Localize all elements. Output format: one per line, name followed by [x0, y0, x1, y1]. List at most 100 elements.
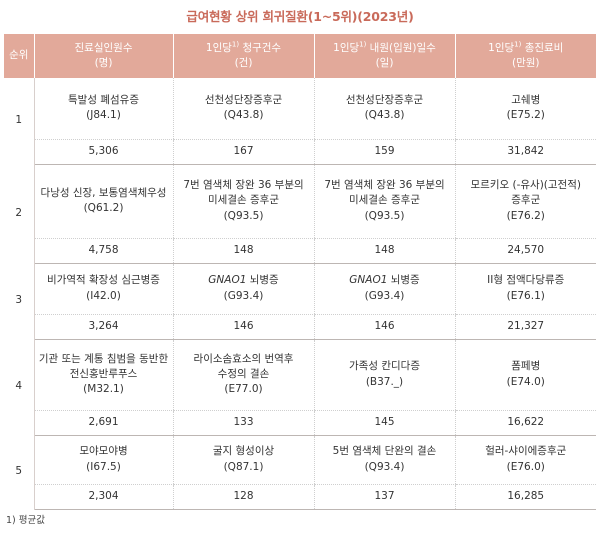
disease-cell: GNAO1 뇌병증 (G93.4) — [172, 263, 314, 315]
disease-name: 고쉐병 — [511, 94, 541, 107]
rank-2-value-row: 4,758 148 148 24,570 — [4, 238, 596, 264]
header-patients-line1: 진료실인원수 — [74, 41, 133, 54]
header-patients-line2: (명) — [94, 57, 113, 69]
disease-name-line1: 라이소솜효소의 번역후 — [193, 352, 294, 365]
header-rank: 순위 — [4, 34, 34, 78]
header-claims-footnote-mark: 1) — [231, 40, 240, 49]
disease-name-line2: 전신홍반루푸스 — [69, 367, 138, 380]
disease-cell: 헐러-샤이에증후군 (E76.0) — [454, 435, 596, 485]
header-cost-footnote-mark: 1) — [514, 40, 522, 49]
rank-1-value-row: 5,306 167 159 31,842 — [4, 139, 596, 165]
header-patients: 진료실인원수 (명) — [33, 34, 173, 78]
disease-cell: 비가역적 확장성 심근병증 (I42.0) — [34, 263, 173, 315]
rank-1-name-row: 1 특발성 폐섬유증 (J84.1) 선천성단장증후군 (Q43.8) 선천성단… — [4, 78, 596, 164]
value-cell: 2,304 — [34, 484, 173, 510]
value-cell: 128 — [172, 484, 314, 510]
disease-cell: 굴지 형성이상 (Q87.1) — [172, 435, 314, 485]
disease-code: (E74.0) — [506, 375, 545, 388]
disease-code: (Q43.8) — [364, 109, 405, 122]
disease-cell: 특발성 폐섬유증 (J84.1) — [34, 78, 173, 140]
header-days-line1: 1인당1) 내원(입원)일수 — [318, 41, 452, 56]
header-days-suffix: 내원(입원)일수 — [366, 41, 436, 54]
disease-code: (Q93.5) — [364, 209, 405, 222]
disease-name: 가족성 칸디다증 — [349, 360, 420, 373]
header-claims-line2: (건) — [234, 57, 253, 69]
disease-name-line1: 모르키오 (-유사)(고전적) — [470, 179, 581, 192]
disease-name: GNAO1 뇌병증 — [177, 273, 311, 288]
disease-name: 비가역적 확장성 심근병증 — [47, 274, 160, 287]
disease-cell: 가족성 칸디다증 (B37._) — [313, 339, 455, 411]
disease-name-line2: 미세결손 증후군 — [349, 194, 420, 207]
disease-name: 헐러-샤이에증후군 — [485, 445, 567, 458]
disease-name-rest: 뇌병증 — [387, 274, 420, 287]
disease-cell: 7번 염색체 장완 36 부분의 미세결손 증후군 (Q93.5) — [313, 164, 455, 239]
disease-code: (Q61.2) — [83, 202, 124, 214]
disease-name-line2: 수정의 결손 — [217, 367, 270, 380]
value-cell: 21,327 — [454, 314, 596, 340]
disease-name: 선천성단장증후군 — [204, 94, 283, 107]
disease-name-rest: 뇌병증 — [246, 274, 279, 287]
gene-name: GNAO1 — [208, 274, 247, 287]
value-cell: 148 — [313, 238, 455, 264]
disease-cell: 고쉐병 (E75.2) — [454, 78, 596, 140]
disease-cell: 기관 또는 계통 침범을 동반한 전신홍반루푸스 (M32.1) — [34, 339, 173, 411]
rank-5-name-row: 5 모야모야병 (I67.5) 굴지 형성이상 (Q87.1) 5번 염색체 단… — [4, 435, 596, 509]
disease-cell: 선천성단장증후군 (Q43.8) — [313, 78, 455, 140]
rank-3-value-row: 3,264 146 146 21,327 — [4, 314, 596, 340]
disease-cell: 5번 염색체 단완의 결손 (Q93.4) — [313, 435, 455, 485]
value-cell: 31,842 — [454, 139, 596, 165]
header-row: 순위 진료실인원수 (명) 1인당1) 청구건수 (건) 1인당1) 내원(입원… — [4, 34, 596, 78]
disease-cell: 라이소솜효소의 번역후 수정의 결손 (E77.0) — [172, 339, 314, 411]
disease-cell: 다낭성 신장, 보통염색체우성 (Q61.2) — [34, 164, 173, 239]
value-cell: 167 — [172, 139, 314, 165]
header-cost-line2: (만원) — [511, 57, 540, 69]
value-cell: 2,691 — [34, 410, 173, 436]
rank-cell: 1 — [4, 78, 35, 164]
header-days-prefix: 1인당 — [333, 41, 360, 54]
disease-code: (E76.2) — [506, 209, 545, 222]
disease-cell: 선천성단장증후군 (Q43.8) — [172, 78, 314, 140]
disease-code: (Q43.8) — [223, 109, 264, 122]
disease-code: (I42.0) — [86, 289, 121, 302]
value-cell: 16,285 — [454, 484, 596, 510]
value-cell: 145 — [313, 410, 455, 436]
value-cell: 146 — [172, 314, 314, 340]
header-days-line2: (일) — [375, 57, 394, 69]
disease-code: (I67.5) — [86, 460, 121, 473]
rank-cell: 5 — [4, 435, 35, 509]
disease-name-line1: 7번 염색체 장완 36 부분의 — [183, 179, 304, 192]
value-cell: 24,570 — [454, 238, 596, 264]
rank-2-name-row: 2 다낭성 신장, 보통염색체우성 (Q61.2) 7번 염색체 장완 36 부… — [4, 164, 596, 263]
disease-name: 5번 염색체 단완의 결손 — [332, 445, 437, 458]
disease-name: 폼페병 — [511, 360, 541, 373]
disease-code: (Q93.4) — [364, 460, 405, 473]
disease-code: (Q87.1) — [223, 460, 264, 473]
disease-cell: II형 점액다당류증 (E76.1) — [454, 263, 596, 315]
rare-disease-table: 순위 진료실인원수 (명) 1인당1) 청구건수 (건) 1인당1) 내원(입원… — [4, 34, 596, 510]
disease-cell: GNAO1 뇌병증 (G93.4) — [313, 263, 455, 315]
disease-code: (E77.0) — [224, 383, 263, 396]
disease-code: (J84.1) — [86, 109, 121, 122]
disease-name-line2: 증후군 — [511, 194, 541, 207]
value-cell: 4,758 — [34, 238, 173, 264]
disease-code: (M32.1) — [83, 383, 124, 396]
header-cost-suffix: 총진료비 — [521, 41, 564, 54]
header-days: 1인당1) 내원(입원)일수 (일) — [313, 34, 455, 78]
gene-name: GNAO1 — [349, 274, 388, 287]
value-cell: 133 — [172, 410, 314, 436]
disease-name: GNAO1 뇌병증 — [318, 273, 452, 288]
disease-code: (E76.1) — [506, 289, 545, 302]
rank-4-value-row: 2,691 133 145 16,622 — [4, 410, 596, 436]
header-cost-line1: 1인당1) 총진료비 — [459, 41, 594, 56]
table-title: 급여현황 상위 희귀질환(1~5위)(2023년) — [186, 9, 414, 24]
disease-cell: 모야모야병 (I67.5) — [34, 435, 173, 485]
disease-code: (B37._) — [365, 375, 404, 388]
value-cell: 137 — [313, 484, 455, 510]
value-cell: 16,622 — [454, 410, 596, 436]
disease-name: II형 점액다당류증 — [487, 274, 565, 287]
rank-3-name-row: 3 비가역적 확장성 심근병증 (I42.0) GNAO1 뇌병증 (G93.4… — [4, 263, 596, 339]
disease-name: 굴지 형성이상 — [212, 445, 275, 458]
rank-4-name-row: 4 기관 또는 계통 침범을 동반한 전신홍반루푸스 (M32.1) 라이소솜효… — [4, 339, 596, 435]
disease-cell: 모르키오 (-유사)(고전적) 증후군 (E76.2) — [454, 164, 596, 239]
disease-code: (Q93.5) — [223, 209, 264, 222]
